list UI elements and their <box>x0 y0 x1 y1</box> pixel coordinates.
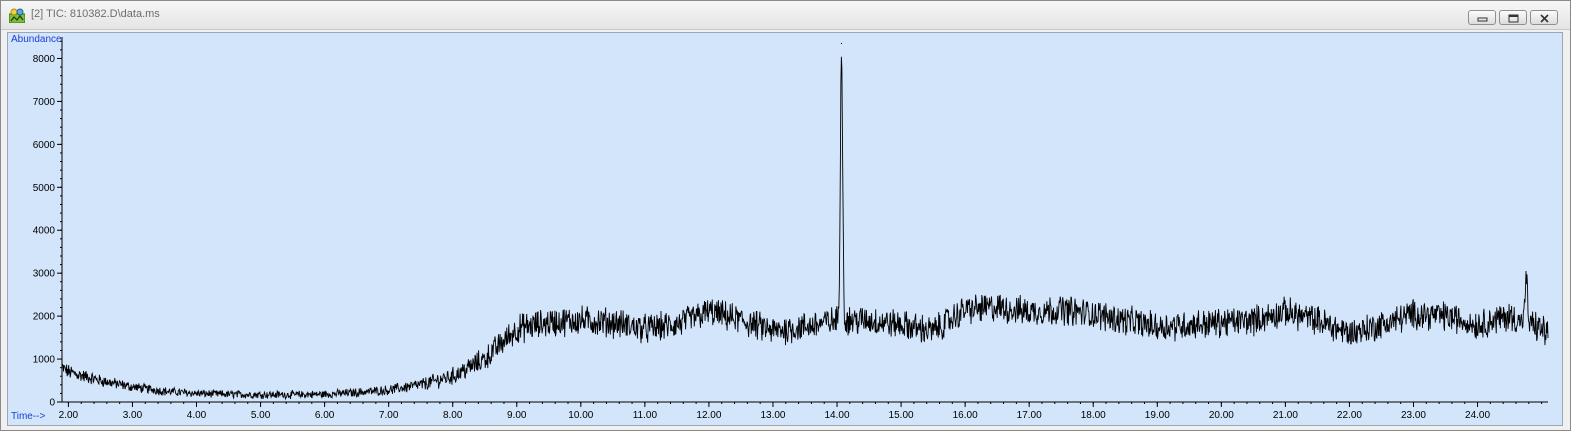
x-tick-label: 24.00 <box>1465 410 1490 421</box>
tic-chart[interactable]: 0 1000 2000 3000 4000 5000 6000 7000 8000 2.00 3.0… <box>8 33 1562 425</box>
x-tick-label: 5.00 <box>251 410 271 421</box>
x-tick-label: 6.00 <box>315 410 335 421</box>
x-tick-label: 8.00 <box>443 410 463 421</box>
y-tick-label: 7000 <box>33 97 56 108</box>
x-tick-label: 19.00 <box>1145 410 1170 421</box>
x-tick-label: 13.00 <box>760 410 785 421</box>
minimize-button[interactable] <box>1468 10 1496 25</box>
chart-tick-labels: 0 1000 2000 3000 4000 5000 6000 7000 8000 2.00 3.0… <box>33 54 1491 421</box>
y-tick-label: 5000 <box>33 183 56 194</box>
restore-icon <box>1508 14 1519 23</box>
peak-point <box>1525 276 1527 279</box>
x-tick-label: 17.00 <box>1017 410 1042 421</box>
x-tick-label: 4.00 <box>187 410 207 421</box>
x-tick-label: 18.00 <box>1081 410 1106 421</box>
y-tick-label: 3000 <box>33 269 56 280</box>
chart-panel: 0 1000 2000 3000 4000 5000 6000 7000 8000 2.00 3.0… <box>7 32 1563 426</box>
x-tick-label: 2.00 <box>59 410 79 421</box>
x-tick-label: 22.00 <box>1337 410 1362 421</box>
y-tick-label: 8000 <box>33 54 56 65</box>
x-tick-label: 21.00 <box>1273 410 1298 421</box>
y-tick-label: 1000 <box>33 355 56 366</box>
peak-point <box>840 42 843 45</box>
y-tick-label: 0 <box>49 398 55 409</box>
minimize-icon <box>1477 17 1488 22</box>
restore-button[interactable] <box>1499 10 1527 25</box>
title-bar[interactable]: [2] TIC: 810382.D\data.ms <box>1 1 1570 30</box>
x-tick-label: 16.00 <box>953 410 978 421</box>
x-tick-label: 7.00 <box>379 410 399 421</box>
close-icon <box>1540 14 1549 23</box>
x-tick-label: 11.00 <box>633 410 658 421</box>
y-axis-title: Abundance <box>11 34 62 45</box>
close-button[interactable] <box>1530 10 1558 25</box>
x-tick-label: 23.00 <box>1401 410 1426 421</box>
y-tick-label: 2000 <box>33 312 56 323</box>
chart-axes <box>61 37 1548 403</box>
x-tick-label: 10.00 <box>568 410 593 421</box>
tic-trace <box>61 56 1549 401</box>
x-tick-label: 14.00 <box>825 410 850 421</box>
chart-ticks <box>57 40 1543 407</box>
app-chromatogram-icon <box>9 8 25 23</box>
x-tick-label: 9.00 <box>507 410 527 421</box>
x-tick-label: 12.00 <box>696 410 721 421</box>
trace-group <box>61 42 1549 401</box>
x-tick-label: 3.00 <box>123 410 143 421</box>
y-tick-label: 6000 <box>33 140 56 151</box>
x-tick-label: 20.00 <box>1209 410 1234 421</box>
y-tick-label: 4000 <box>33 226 56 237</box>
x-tick-label: 15.00 <box>889 410 914 421</box>
window-title: [2] TIC: 810382.D\data.ms <box>31 8 160 20</box>
x-axis-title: Time--> <box>11 411 46 422</box>
